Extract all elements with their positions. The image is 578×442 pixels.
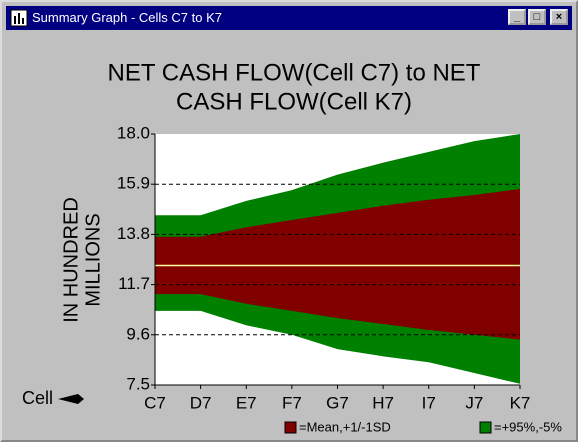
y-axis-label: IN HUNDRED MILLIONS — [60, 197, 104, 323]
app-icon — [10, 9, 28, 27]
x-tick-label: I7 — [422, 393, 436, 412]
x-tick-label: J7 — [465, 393, 483, 412]
chart-title: CASH FLOW(Cell K7) — [176, 88, 412, 115]
y-tick-label: 9.6 — [126, 324, 150, 343]
minimize-button[interactable]: _ — [508, 9, 526, 25]
y-tick-label: 18.0 — [117, 123, 150, 142]
x-tick-label: C7 — [144, 393, 166, 412]
legend-swatch — [479, 421, 492, 434]
x-tick-label: D7 — [190, 393, 212, 412]
window-title: Summary Graph - Cells C7 to K7 — [32, 10, 223, 25]
legend-label: =Mean,+1/-1SD — [299, 419, 391, 434]
maximize-button[interactable]: □ — [528, 9, 546, 25]
y-tick-label: 15.9 — [117, 174, 150, 193]
x-tick-label: H7 — [372, 393, 394, 412]
x-tick-label: F7 — [282, 393, 302, 412]
y-axis-label-line: MILLIONS — [82, 213, 104, 306]
x-axis-label: Cell — [22, 388, 53, 408]
y-tick-label: 11.7 — [118, 274, 150, 293]
title-bar: Summary Graph - Cells C7 to K7 _ □ × — [6, 6, 572, 30]
x-axis-arrow — [58, 394, 84, 404]
band — [155, 188, 520, 340]
y-tick-label: 7.5 — [126, 374, 150, 393]
x-tick-label: G7 — [326, 393, 349, 412]
y-axis-label-line: IN HUNDRED — [60, 197, 82, 323]
x-tick-label: E7 — [236, 393, 257, 412]
legend-label: =+95%,-5% — [494, 419, 562, 434]
y-tick-label: 13.8 — [117, 224, 150, 243]
close-button[interactable]: × — [550, 9, 568, 25]
legend-swatch — [284, 421, 297, 434]
x-tick-label: K7 — [510, 393, 531, 412]
chart-title: NET CASH FLOW(Cell C7) to NET — [108, 59, 481, 86]
